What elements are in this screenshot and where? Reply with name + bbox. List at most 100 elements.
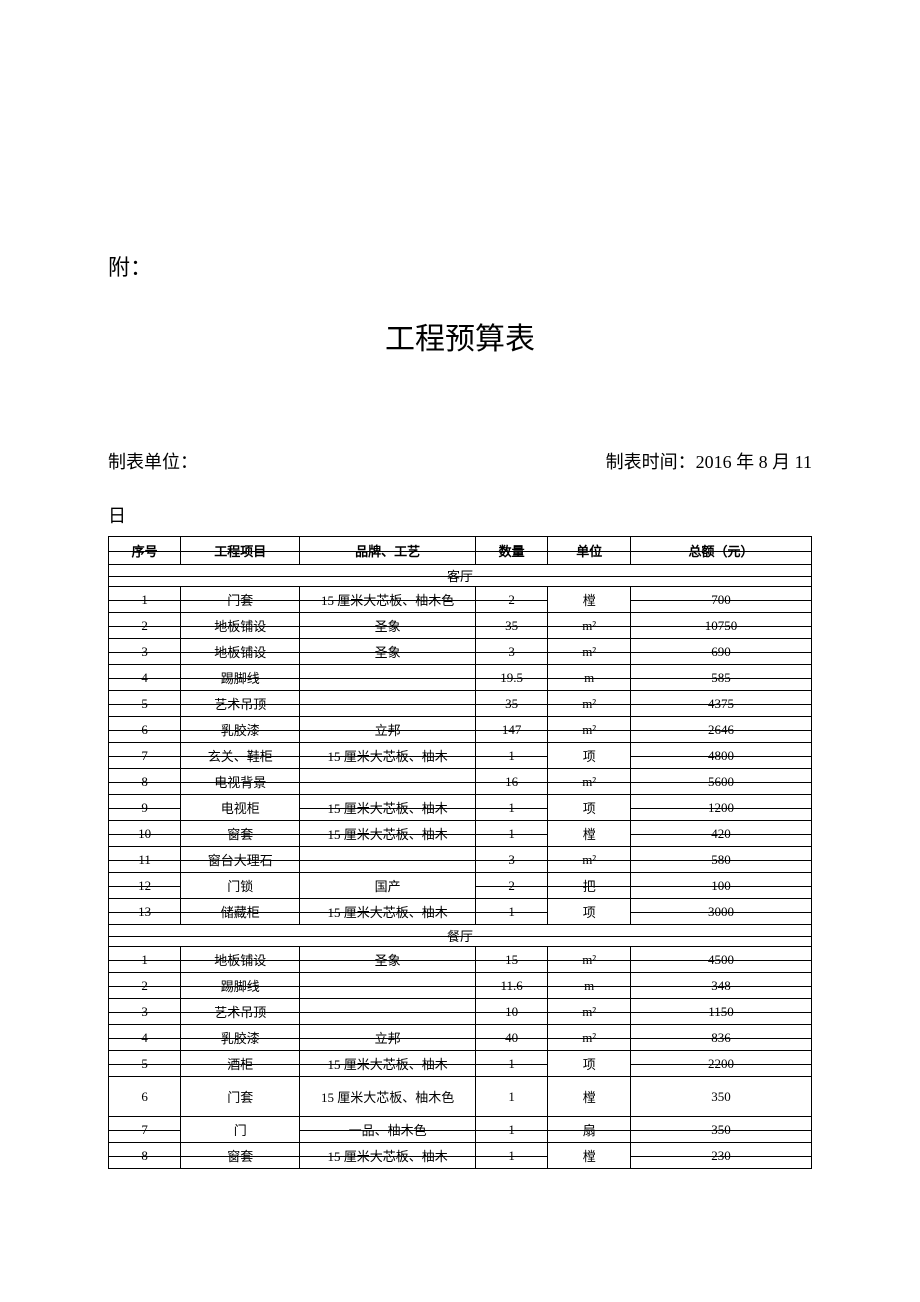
cell-seq: 8 bbox=[109, 1143, 181, 1169]
budget-table: 序号 工程项目 品牌、工艺 数量 单位 总额（元） 客厅1门套15 厘米大芯板、… bbox=[108, 536, 812, 1169]
cell-qty: 1 bbox=[475, 743, 547, 769]
cell-seq: 5 bbox=[109, 691, 181, 717]
cell-unit: m² bbox=[548, 691, 631, 717]
cell-total: 348 bbox=[631, 973, 812, 999]
cell-qty: 147 bbox=[475, 717, 547, 743]
cell-qty: 2 bbox=[475, 587, 547, 613]
cell-qty: 1 bbox=[475, 1117, 547, 1143]
cell-qty: 1 bbox=[475, 899, 547, 925]
date-suffix: 日 bbox=[108, 502, 812, 528]
cell-total: 10750 bbox=[631, 613, 812, 639]
cell-seq: 9 bbox=[109, 795, 181, 821]
cell-item: 电视背景 bbox=[181, 769, 300, 795]
cell-unit: 项 bbox=[548, 1051, 631, 1077]
cell-total: 350 bbox=[631, 1117, 812, 1143]
table-row: 2踢脚线 11.6m348 bbox=[109, 973, 812, 999]
table-row: 3地板铺设圣象3m²690 bbox=[109, 639, 812, 665]
cell-item: 玄关、鞋柜 bbox=[181, 743, 300, 769]
cell-seq: 2 bbox=[109, 613, 181, 639]
cell-qty: 1 bbox=[475, 1077, 547, 1117]
cell-brand: 15 厘米大芯板、柚木 bbox=[300, 1143, 476, 1169]
cell-qty: 1 bbox=[475, 1051, 547, 1077]
cell-total: 4375 bbox=[631, 691, 812, 717]
cell-seq: 1 bbox=[109, 947, 181, 973]
table-row: 8窗套15 厘米大芯板、柚木1樘230 bbox=[109, 1143, 812, 1169]
table-row: 5酒柜15 厘米大芯板、柚木1项2200 bbox=[109, 1051, 812, 1077]
cell-qty: 3 bbox=[475, 639, 547, 665]
table-row: 6门套15 厘米大芯板、柚木色1樘350 bbox=[109, 1077, 812, 1117]
cell-unit: 项 bbox=[548, 795, 631, 821]
table-row: 8电视背景16m²5600 bbox=[109, 769, 812, 795]
cell-brand bbox=[300, 999, 476, 1025]
cell-seq: 7 bbox=[109, 743, 181, 769]
header-row: 序号 工程项目 品牌、工艺 数量 单位 总额（元） bbox=[109, 537, 812, 565]
page-title: 工程预算表 bbox=[108, 314, 812, 358]
cell-unit: m² bbox=[548, 1025, 631, 1051]
cell-item: 踢脚线 bbox=[181, 973, 300, 999]
cell-unit: m² bbox=[548, 769, 631, 795]
table-row: 12门锁国产2把100 bbox=[109, 873, 812, 899]
cell-unit: 把 bbox=[548, 873, 631, 899]
cell-item: 地板铺设 bbox=[181, 947, 300, 973]
col-seq: 序号 bbox=[109, 537, 181, 565]
cell-seq: 4 bbox=[109, 665, 181, 691]
cell-item: 艺术吊顶 bbox=[181, 691, 300, 717]
meta-row: 制表单位： 制表时间：2016 年 8 月 11 bbox=[108, 448, 812, 474]
cell-seq: 4 bbox=[109, 1025, 181, 1051]
cell-qty: 1 bbox=[475, 1143, 547, 1169]
cell-unit: m bbox=[548, 665, 631, 691]
cell-unit: m bbox=[548, 973, 631, 999]
cell-unit: m² bbox=[548, 717, 631, 743]
cell-unit: 樘 bbox=[548, 587, 631, 613]
cell-item: 地板铺设 bbox=[181, 613, 300, 639]
cell-unit: 项 bbox=[548, 743, 631, 769]
cell-seq: 3 bbox=[109, 639, 181, 665]
cell-total: 350 bbox=[631, 1077, 812, 1117]
cell-qty: 1 bbox=[475, 821, 547, 847]
cell-seq: 5 bbox=[109, 1051, 181, 1077]
cell-seq: 8 bbox=[109, 769, 181, 795]
cell-item: 窗套 bbox=[181, 821, 300, 847]
cell-total: 836 bbox=[631, 1025, 812, 1051]
cell-item: 艺术吊顶 bbox=[181, 999, 300, 1025]
table-row: 1门套15 厘米大芯板、柚木色2樘700 bbox=[109, 587, 812, 613]
cell-total: 4500 bbox=[631, 947, 812, 973]
cell-qty: 1 bbox=[475, 795, 547, 821]
cell-seq: 1 bbox=[109, 587, 181, 613]
section-header: 餐厅 bbox=[109, 925, 812, 947]
cell-unit: m² bbox=[548, 947, 631, 973]
cell-item: 门 bbox=[181, 1117, 300, 1143]
table-row: 6乳胶漆立邦147m²2646 bbox=[109, 717, 812, 743]
cell-brand: 国产 bbox=[300, 873, 476, 899]
cell-item: 乳胶漆 bbox=[181, 717, 300, 743]
cell-brand: 一品、柚木色 bbox=[300, 1117, 476, 1143]
cell-total: 230 bbox=[631, 1143, 812, 1169]
col-item: 工程项目 bbox=[181, 537, 300, 565]
cell-qty: 40 bbox=[475, 1025, 547, 1051]
table-row: 2地板铺设圣象35m²10750 bbox=[109, 613, 812, 639]
cell-item: 乳胶漆 bbox=[181, 1025, 300, 1051]
cell-qty: 11.6 bbox=[475, 973, 547, 999]
cell-total: 420 bbox=[631, 821, 812, 847]
col-unit: 单位 bbox=[548, 537, 631, 565]
cell-total: 2646 bbox=[631, 717, 812, 743]
cell-total: 2200 bbox=[631, 1051, 812, 1077]
cell-brand bbox=[300, 973, 476, 999]
cell-total: 3000 bbox=[631, 899, 812, 925]
cell-qty: 2 bbox=[475, 873, 547, 899]
cell-seq: 2 bbox=[109, 973, 181, 999]
cell-item: 门锁 bbox=[181, 873, 300, 899]
cell-item: 窗台大理石 bbox=[181, 847, 300, 873]
cell-item: 门套 bbox=[181, 587, 300, 613]
cell-item: 门套 bbox=[181, 1077, 300, 1117]
cell-brand: 15 厘米大芯板、柚木 bbox=[300, 821, 476, 847]
section-header: 客厅 bbox=[109, 565, 812, 587]
cell-brand: 立邦 bbox=[300, 1025, 476, 1051]
col-total: 总额（元） bbox=[631, 537, 812, 565]
cell-qty: 10 bbox=[475, 999, 547, 1025]
cell-unit: 项 bbox=[548, 899, 631, 925]
cell-brand bbox=[300, 769, 476, 795]
cell-item: 储藏柜 bbox=[181, 899, 300, 925]
table-row: 10窗套15 厘米大芯板、柚木1樘420 bbox=[109, 821, 812, 847]
table-row: 11窗台大理石3m²580 bbox=[109, 847, 812, 873]
